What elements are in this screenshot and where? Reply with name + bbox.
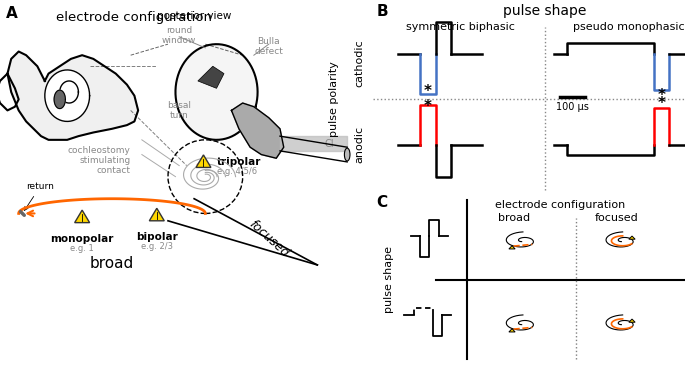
Polygon shape <box>60 81 78 103</box>
Text: B: B <box>377 4 388 19</box>
Text: cochleostomy: cochleostomy <box>68 146 131 155</box>
Polygon shape <box>8 52 138 140</box>
Text: electrode configuration: electrode configuration <box>56 11 212 24</box>
Text: *: * <box>658 96 666 111</box>
Text: 100 μs: 100 μs <box>556 102 589 112</box>
Text: round
window: round window <box>162 26 197 45</box>
Text: *: * <box>424 84 432 99</box>
Text: Bulla
defect: Bulla defect <box>254 37 283 56</box>
Text: symmetric biphasic: symmetric biphasic <box>406 22 515 32</box>
Polygon shape <box>198 66 224 88</box>
Text: broad: broad <box>90 256 134 271</box>
Text: *: * <box>424 99 432 114</box>
Polygon shape <box>175 44 258 140</box>
Polygon shape <box>629 236 635 239</box>
Polygon shape <box>196 155 211 167</box>
Text: A: A <box>5 6 17 21</box>
Polygon shape <box>509 246 515 249</box>
Polygon shape <box>54 90 65 109</box>
Text: tripolar: tripolar <box>216 157 261 167</box>
Text: pulse shape: pulse shape <box>503 4 586 18</box>
Text: posterior view: posterior view <box>157 11 232 21</box>
Polygon shape <box>509 329 515 332</box>
Text: *: * <box>658 88 666 103</box>
Text: e.g. 2/3: e.g. 2/3 <box>141 242 173 251</box>
Text: e.g. 1: e.g. 1 <box>71 244 94 252</box>
Text: pseudo monophasic: pseudo monophasic <box>573 22 685 32</box>
Text: focused: focused <box>595 213 638 223</box>
Polygon shape <box>149 208 164 221</box>
Text: basal
turn: basal turn <box>167 101 191 120</box>
Text: return: return <box>25 183 54 210</box>
Text: C: C <box>377 195 388 210</box>
Text: pulse polarity: pulse polarity <box>329 61 339 137</box>
Text: cathodic: cathodic <box>354 39 364 87</box>
Text: anodic: anodic <box>354 126 364 163</box>
Text: focused: focused <box>247 218 291 261</box>
Text: electrode configuration: electrode configuration <box>495 200 625 210</box>
Text: pulse shape: pulse shape <box>384 246 394 313</box>
Text: e.g. 4/5/6: e.g. 4/5/6 <box>216 167 257 176</box>
Text: stimulating
contact: stimulating contact <box>79 156 131 175</box>
Polygon shape <box>629 319 635 322</box>
Polygon shape <box>45 70 90 121</box>
Text: monopolar: monopolar <box>51 234 114 244</box>
Text: broad: broad <box>497 213 530 223</box>
Polygon shape <box>75 210 90 223</box>
Text: CI: CI <box>325 138 334 149</box>
Ellipse shape <box>345 148 350 161</box>
Polygon shape <box>232 103 284 158</box>
Text: bipolar: bipolar <box>136 232 177 242</box>
